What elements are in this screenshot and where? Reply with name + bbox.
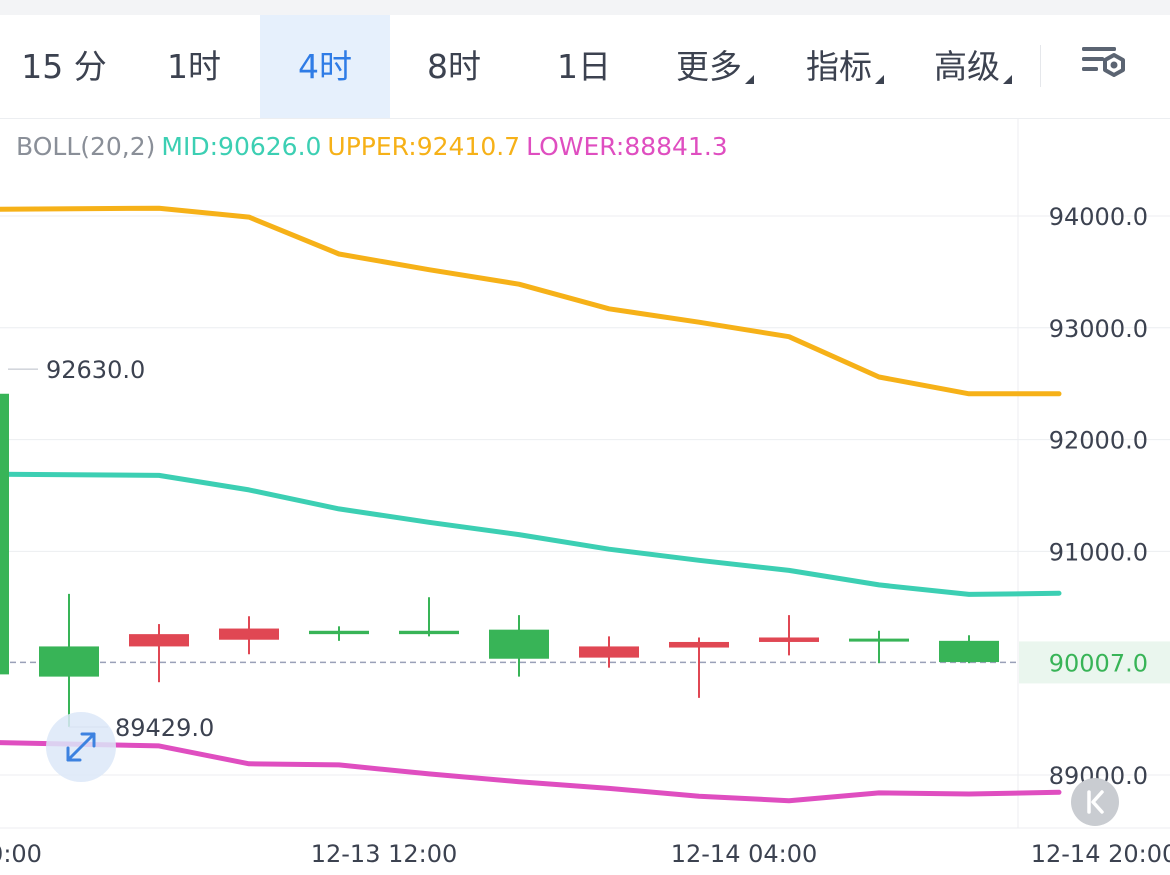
boll-legend: BOLL(20,2) MID:90626.0 UPPER:92410.7 LOWER:…	[16, 132, 734, 161]
current-price-label: 90007.0	[1049, 649, 1148, 677]
candle-body	[759, 637, 819, 642]
y-tick-label: 92000.0	[1049, 427, 1148, 455]
candle-body	[219, 628, 279, 640]
boll-lower-line	[0, 740, 1062, 804]
tab-advanced[interactable]: 高级	[910, 15, 1036, 118]
tab-more[interactable]: 更多	[650, 15, 780, 118]
boll-upper-line	[0, 205, 1062, 397]
collapse-button[interactable]	[1071, 778, 1119, 826]
tab-label: 4时	[298, 47, 352, 86]
tab-15m[interactable]: 15 分	[0, 15, 128, 118]
y-tick-label: 93000.0	[1049, 315, 1148, 343]
y-tick-label: 94000.0	[1049, 203, 1148, 231]
fullscreen-button[interactable]	[46, 712, 116, 782]
boll-legend-mid: MID:90626.0	[161, 132, 322, 161]
tab-4h[interactable]: 4时	[260, 15, 390, 118]
tab-label: 高级	[934, 47, 1000, 86]
toolbar-divider	[1040, 45, 1041, 87]
tab-label: 指标	[806, 47, 872, 86]
boll-legend-upper: UPPER:92410.7	[327, 132, 521, 161]
dropdown-caret-icon	[745, 75, 754, 84]
candle-partial	[0, 393, 9, 675]
tab-label: 更多	[676, 47, 742, 86]
status-strip	[0, 0, 1170, 15]
chart-settings-icon	[1082, 47, 1125, 77]
candle-body	[399, 630, 459, 635]
y-tick-label: 91000.0	[1049, 538, 1148, 566]
boll-mid-line	[0, 471, 1062, 597]
high-marker-label: 92630.0	[46, 356, 145, 384]
x-tick-label: 12-14 20:00	[1031, 840, 1170, 868]
candlestick-chart[interactable]: 90007.0 92630.0 89429.0 94000.0 93000.0 920…	[0, 118, 1170, 875]
candle-body	[579, 646, 639, 658]
candle-body	[129, 634, 189, 647]
tab-label: 8时	[427, 47, 481, 86]
low-marker-label: 89429.0	[115, 714, 214, 742]
boll-legend-lower: LOWER:88841.3	[526, 132, 728, 161]
tab-label: 1时	[167, 47, 221, 86]
collapse-icon	[1087, 790, 1104, 814]
tab-indicators[interactable]: 指标	[782, 15, 908, 118]
candle-body	[39, 646, 99, 677]
current-price-badge	[1019, 641, 1170, 684]
timeframe-toolbar: 15 分 1时 4时 8时 1日 更多 指标 高级	[0, 15, 1170, 119]
tab-label: 1日	[557, 47, 611, 86]
x-tick-label: 12-13 12:00	[311, 840, 458, 868]
candle-body	[489, 629, 549, 659]
boll-legend-name: BOLL(20,2)	[16, 132, 156, 161]
chart-settings-button[interactable]	[1078, 42, 1130, 88]
tab-label: 15 分	[21, 47, 107, 86]
dropdown-caret-icon	[875, 75, 884, 84]
x-tick-label: 12-14 04:00	[671, 840, 818, 868]
candle-body	[309, 630, 369, 635]
tab-1d[interactable]: 1日	[520, 15, 648, 118]
tab-8h[interactable]: 8时	[390, 15, 518, 118]
tab-1h[interactable]: 1时	[130, 15, 258, 118]
dropdown-caret-icon	[1003, 75, 1012, 84]
candle-body	[939, 640, 999, 663]
expand-icon	[66, 732, 96, 762]
candle-body	[849, 638, 909, 642]
x-tick-label: 0:00	[0, 840, 42, 868]
candle-body	[669, 641, 729, 648]
